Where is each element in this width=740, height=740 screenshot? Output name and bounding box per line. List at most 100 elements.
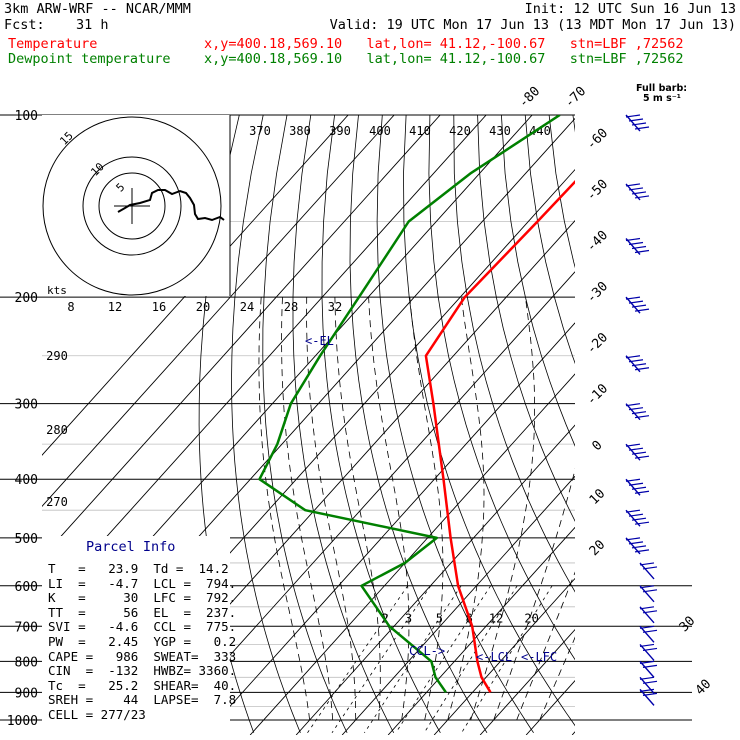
isotherm-label: -10: [584, 381, 611, 408]
barb-flag: [625, 403, 641, 407]
isotherm-label: -20: [584, 330, 611, 357]
barb-flag: [642, 566, 658, 570]
barb-flag: [642, 610, 658, 614]
isotherm-label: -40: [584, 228, 611, 255]
barb-flag: [634, 195, 650, 199]
barb-flag: [642, 589, 658, 593]
barb-flag: [631, 304, 647, 308]
barb-flag: [628, 541, 644, 545]
mixing-ratio-line: [461, 585, 553, 734]
isotherm-label: -60: [584, 126, 611, 153]
theta-label: 430: [489, 124, 511, 138]
hodograph-ring: [98, 172, 166, 240]
barb-flag: [639, 688, 655, 692]
wind-speed-label: 12: [108, 300, 122, 314]
wind-barb: [639, 643, 658, 661]
moist-adiabat: [539, 636, 575, 721]
barb-flag: [631, 191, 647, 195]
wind-barb: [625, 443, 650, 461]
wind-barbs: [625, 114, 658, 706]
barb-staff: [639, 688, 655, 706]
hodograph-trace: [117, 189, 225, 222]
temperature-location: x,y=400.18,569.10 lat,lon= 41.12,-100.67…: [204, 36, 684, 52]
isotherm-line: [571, 731, 575, 735]
wind-speed-label: 8: [67, 300, 74, 314]
barb-staff: [639, 585, 655, 603]
parcel-info-row: K = 30 LFC = 792.: [48, 590, 237, 606]
wind-barb: [639, 562, 658, 580]
wind-barb: [625, 237, 650, 255]
wind-barb: [625, 403, 650, 421]
wind-barb: [625, 478, 650, 496]
barb-flag: [639, 643, 655, 648]
barb-flag: [639, 562, 655, 566]
level-annotation: <-LCL: [476, 650, 512, 664]
barb-flag: [625, 114, 641, 118]
barb-flag: [625, 443, 641, 447]
dry-adiabat: [262, 115, 348, 733]
barb-flag: [625, 478, 641, 482]
mixing-ratio-label: 5: [436, 612, 443, 626]
barb-flag: [628, 513, 644, 517]
dry-adiabat: [692, 115, 740, 733]
parcel-info-row: CAPE = 986 SWEAT= 333: [48, 648, 237, 664]
wind-barb: [625, 537, 650, 555]
barb-staff: [639, 660, 655, 678]
dry-adiabat: [349, 115, 488, 734]
isotherm-label: 20: [587, 537, 609, 559]
isotherm-label: -70: [562, 84, 589, 111]
wind-barb: [625, 296, 650, 314]
barb-flag: [628, 482, 644, 486]
dewpoint-curve: [258, 115, 561, 694]
init-time: Init: 12 UTC Sun 16 Jun 13: [524, 1, 736, 17]
dry-adiabat: [572, 115, 575, 133]
temperature-curve: [424, 179, 575, 693]
moist-adiabat: [306, 297, 357, 720]
parcel-info-row: Tc = 25.2 SHEAR= 40.: [48, 677, 237, 693]
forecast-label: Fcst:: [4, 17, 45, 33]
dry-adiabat: [644, 115, 740, 733]
dry-adiabat: [231, 115, 301, 733]
isotherm-label: -50: [584, 177, 611, 204]
dry-adiabat: [292, 115, 395, 733]
isotherm-line: [42, 115, 395, 507]
barb-flag: [625, 355, 641, 359]
isotherm-line: [479, 628, 575, 735]
barb-flag: [625, 183, 641, 187]
mixing-ratio-line: [307, 585, 409, 734]
wind-speed-label: 20: [196, 300, 210, 314]
theta-label: 390: [329, 124, 351, 138]
barb-flag: [642, 629, 658, 633]
hodograph-ring: [42, 116, 222, 296]
barb-staff: [639, 676, 655, 694]
barb-legend-line1: Full barb:: [636, 83, 688, 94]
level-annotation: <-EL: [305, 334, 334, 348]
barb-flag: [639, 606, 655, 610]
mixing-ratio-label: 20: [524, 612, 538, 626]
barb-flag: [642, 647, 658, 652]
isotherm-line: [42, 115, 349, 456]
pressure-label: 900: [15, 686, 38, 701]
theta-label: 400: [369, 124, 391, 138]
parcel-info-row: SREH = 44 LAPSE= 7.8: [48, 692, 237, 708]
barb-flag: [625, 509, 641, 513]
dry-adiabat-side-label: 280: [46, 423, 68, 437]
temperature-legend: Temperature: [8, 36, 98, 52]
parcel-info-row: PW = 2.45 YGP = 0.2: [48, 634, 237, 649]
level-annotation: CCL->: [409, 644, 445, 658]
hodograph-ring: [82, 156, 182, 256]
barb-flag: [631, 451, 647, 455]
isotherm-line: [433, 577, 575, 735]
barb-flag: [642, 664, 658, 668]
wind-speed-label: 16: [152, 300, 166, 314]
barb-flag: [631, 363, 647, 367]
dry-adiabat: [501, 115, 575, 447]
barb-flag: [631, 517, 647, 521]
mixing-ratio-line: [423, 585, 518, 734]
barb-flag: [639, 625, 655, 629]
dry-adiabat-side-label: 290: [46, 349, 68, 363]
barb-flag: [639, 676, 655, 680]
barb-flag: [634, 455, 650, 459]
parcel-info-box: Parcel Info T = 23.9 Td = 14.2 LI = -4.7 …: [42, 536, 236, 736]
